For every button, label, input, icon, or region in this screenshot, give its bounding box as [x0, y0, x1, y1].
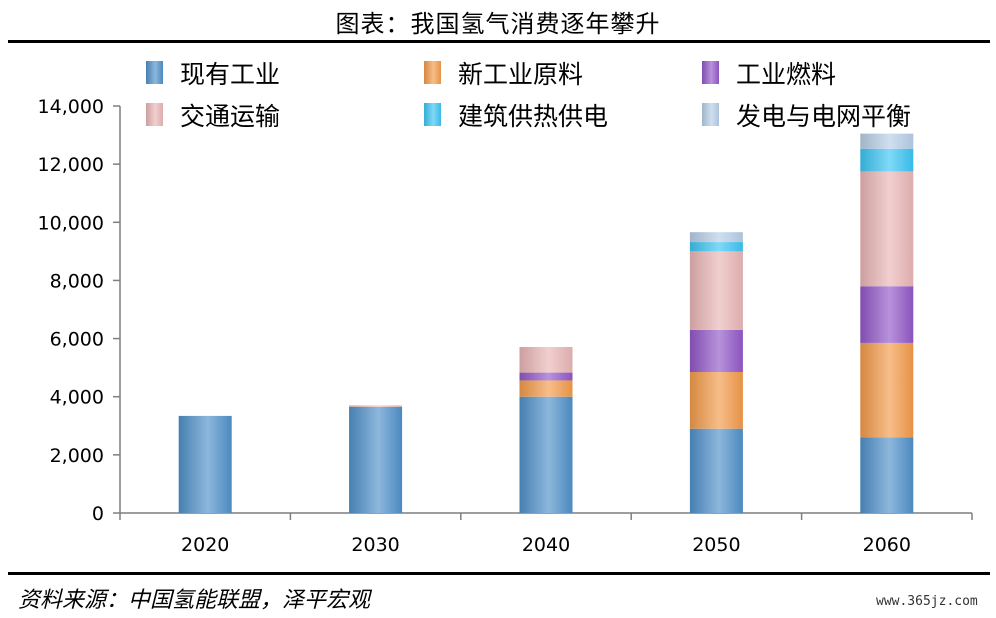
bar-segment-2050-1: [689, 372, 743, 429]
bar-segment-2050-2: [689, 329, 743, 373]
y-tick-label: 0: [92, 503, 104, 525]
bar-segment-2060-4: [860, 148, 914, 172]
bar-segment-2040-3: [519, 347, 573, 373]
page-title: 图表：我国氢气消费逐年攀升: [335, 10, 661, 38]
legend-label: 建筑供热供电: [458, 102, 608, 131]
legend-label: 交通运输: [180, 102, 280, 131]
legend-label: 现有工业: [180, 60, 280, 89]
bar-segment-2050-5: [689, 232, 743, 243]
y-tick-label: 4,000: [50, 387, 104, 409]
legend-swatch: [146, 103, 163, 126]
bar-segment-2060-0: [860, 437, 914, 513]
top-divider: [8, 40, 990, 43]
source-note: 资料来源：中国氢能联盟，泽平宏观: [18, 588, 371, 613]
bar-segment-2030-3: [349, 405, 403, 407]
y-tick-label: 8,000: [50, 270, 104, 292]
bar-segment-2060-1: [860, 342, 914, 438]
x-tick-label: 2040: [522, 534, 570, 556]
legend-swatch: [702, 61, 719, 84]
legend-swatch: [702, 103, 719, 126]
bar-segment-2060-3: [860, 171, 914, 287]
bar-segment-2040-0: [519, 396, 573, 513]
bar-segment-2060-5: [860, 133, 914, 149]
bar-segment-2040-2: [519, 372, 573, 381]
legend-swatch: [424, 103, 441, 126]
bar-segment-2050-0: [689, 428, 743, 513]
bar-segment-2020-0: [178, 415, 232, 513]
bar-segment-2040-1: [519, 380, 573, 397]
bar-segment-2060-2: [860, 286, 914, 343]
x-tick-label: 2030: [351, 534, 399, 556]
legend-label: 发电与电网平衡: [736, 102, 911, 131]
bar-segment-2050-4: [689, 242, 743, 252]
bar-segment-2030-0: [349, 406, 403, 513]
y-tick-label: 2,000: [50, 445, 104, 467]
legend-label: 新工业原料: [458, 60, 583, 89]
legend-swatch: [424, 61, 441, 84]
legend-label: 工业燃料: [736, 60, 836, 89]
x-tick-label: 2020: [181, 534, 229, 556]
y-tick-label: 6,000: [50, 329, 104, 351]
y-tick-label: 10,000: [38, 212, 104, 234]
watermark: www.365jz.com: [876, 594, 978, 609]
x-tick-label: 2060: [863, 534, 911, 556]
chart-bars: [178, 133, 914, 513]
y-tick-label: 14,000: [38, 96, 104, 118]
bottom-divider: [8, 572, 990, 575]
bar-segment-2050-3: [689, 251, 743, 330]
legend-swatch: [146, 61, 163, 84]
y-tick-label: 12,000: [38, 154, 104, 176]
chart-axes: 0 2,000 4,000 6,000 8,000 10,000 12,000 14,000 2…: [38, 96, 973, 556]
x-tick-label: 2050: [692, 534, 740, 556]
